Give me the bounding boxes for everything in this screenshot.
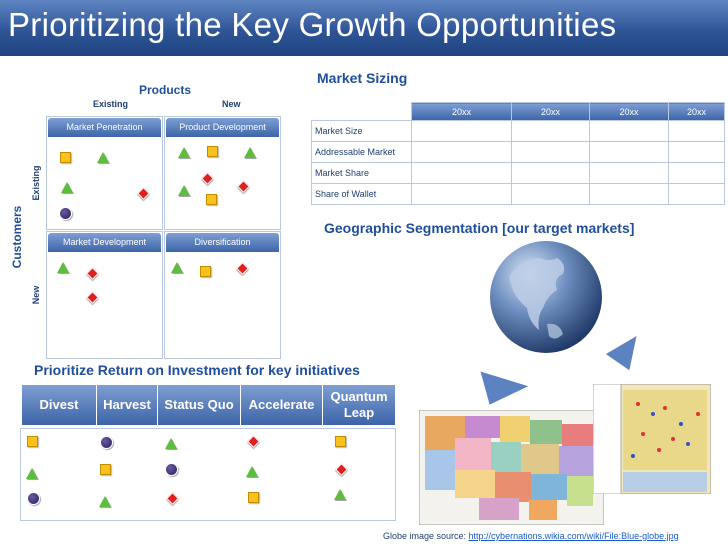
- square-marker: [60, 152, 71, 163]
- square-marker: [100, 464, 111, 475]
- triangle-marker: [244, 147, 256, 158]
- quadrant-diversification: [164, 231, 281, 359]
- roi-heading: Prioritize Return on Investment for key …: [34, 362, 360, 378]
- quadrant-label: Product Development: [166, 118, 279, 137]
- row-label: Market Share: [311, 162, 412, 184]
- table-row: Share of Wallet: [311, 183, 725, 205]
- roi-col-header: Quantum Leap: [323, 385, 395, 425]
- quadrant-label: Market Penetration: [48, 118, 161, 137]
- roi-col-header: Harvest: [97, 385, 157, 425]
- year-header: 20xx: [511, 102, 590, 121]
- square-marker: [335, 436, 346, 447]
- year-header: 20xx: [411, 102, 512, 121]
- image-source-note: Globe image source: http://cybernations.…: [383, 531, 679, 541]
- products-label: Products: [139, 83, 192, 97]
- roi-col-header: Status Quo: [158, 385, 240, 425]
- circle-marker: [165, 463, 178, 476]
- roi-col-header: Accelerate: [241, 385, 322, 425]
- circle-marker: [27, 492, 40, 505]
- year-header: 20xx: [589, 102, 669, 121]
- triangle-marker: [61, 182, 73, 193]
- county-map-image: [593, 384, 711, 494]
- table-row: Addressable Market: [311, 141, 725, 163]
- triangle-marker: [178, 147, 190, 158]
- triangle-marker: [99, 496, 111, 507]
- roi-col-header: Divest: [22, 385, 96, 425]
- row-new-label: New: [31, 285, 41, 305]
- triangle-marker: [246, 466, 258, 477]
- table-row: Market Size: [311, 120, 725, 142]
- quadrant-label: Diversification: [166, 233, 279, 252]
- triangle-marker: [26, 468, 38, 479]
- market-sizing-table: 20xx 20xx 20xx 20xx Market Size Addressa…: [311, 102, 725, 205]
- arrow-right-icon: [602, 331, 640, 374]
- circle-marker: [59, 207, 72, 220]
- row-existing-label: Existing: [31, 165, 41, 201]
- source-link[interactable]: http://cybernations.wikia.com/wiki/File:…: [468, 531, 679, 541]
- row-label: Addressable Market: [311, 141, 412, 163]
- square-marker: [248, 492, 259, 503]
- triangle-marker: [165, 438, 177, 449]
- square-marker: [27, 436, 38, 447]
- row-label: Market Size: [311, 120, 412, 142]
- page-title: Prioritizing the Key Growth Opportunitie…: [8, 6, 617, 43]
- square-marker: [206, 194, 217, 205]
- col-existing-label: Existing: [93, 99, 129, 109]
- quadrant-label: Market Development: [48, 233, 161, 252]
- square-marker: [200, 266, 211, 277]
- circle-marker: [100, 436, 113, 449]
- quadrant-market-development: [46, 231, 163, 359]
- customers-label: Customers: [10, 205, 24, 269]
- triangle-marker: [334, 489, 346, 500]
- title-bar: Prioritizing the Key Growth Opportunitie…: [0, 0, 728, 56]
- arrow-left-icon: [477, 368, 534, 408]
- table-row: Market Share: [311, 162, 725, 184]
- triangle-marker: [171, 262, 183, 273]
- us-map-image: [419, 410, 604, 525]
- year-header: 20xx: [668, 102, 725, 121]
- triangle-marker: [178, 185, 190, 196]
- market-sizing-heading: Market Sizing: [317, 70, 408, 86]
- triangle-marker: [97, 152, 109, 163]
- triangle-marker: [57, 262, 69, 273]
- source-prefix: Globe image source:: [383, 531, 469, 541]
- row-label: Share of Wallet: [311, 183, 412, 205]
- geo-heading: Geographic Segmentation [our target mark…: [324, 220, 635, 236]
- roi-body: [20, 428, 396, 521]
- square-marker: [207, 146, 218, 157]
- col-new-label: New: [222, 99, 241, 109]
- globe-image: [490, 241, 602, 353]
